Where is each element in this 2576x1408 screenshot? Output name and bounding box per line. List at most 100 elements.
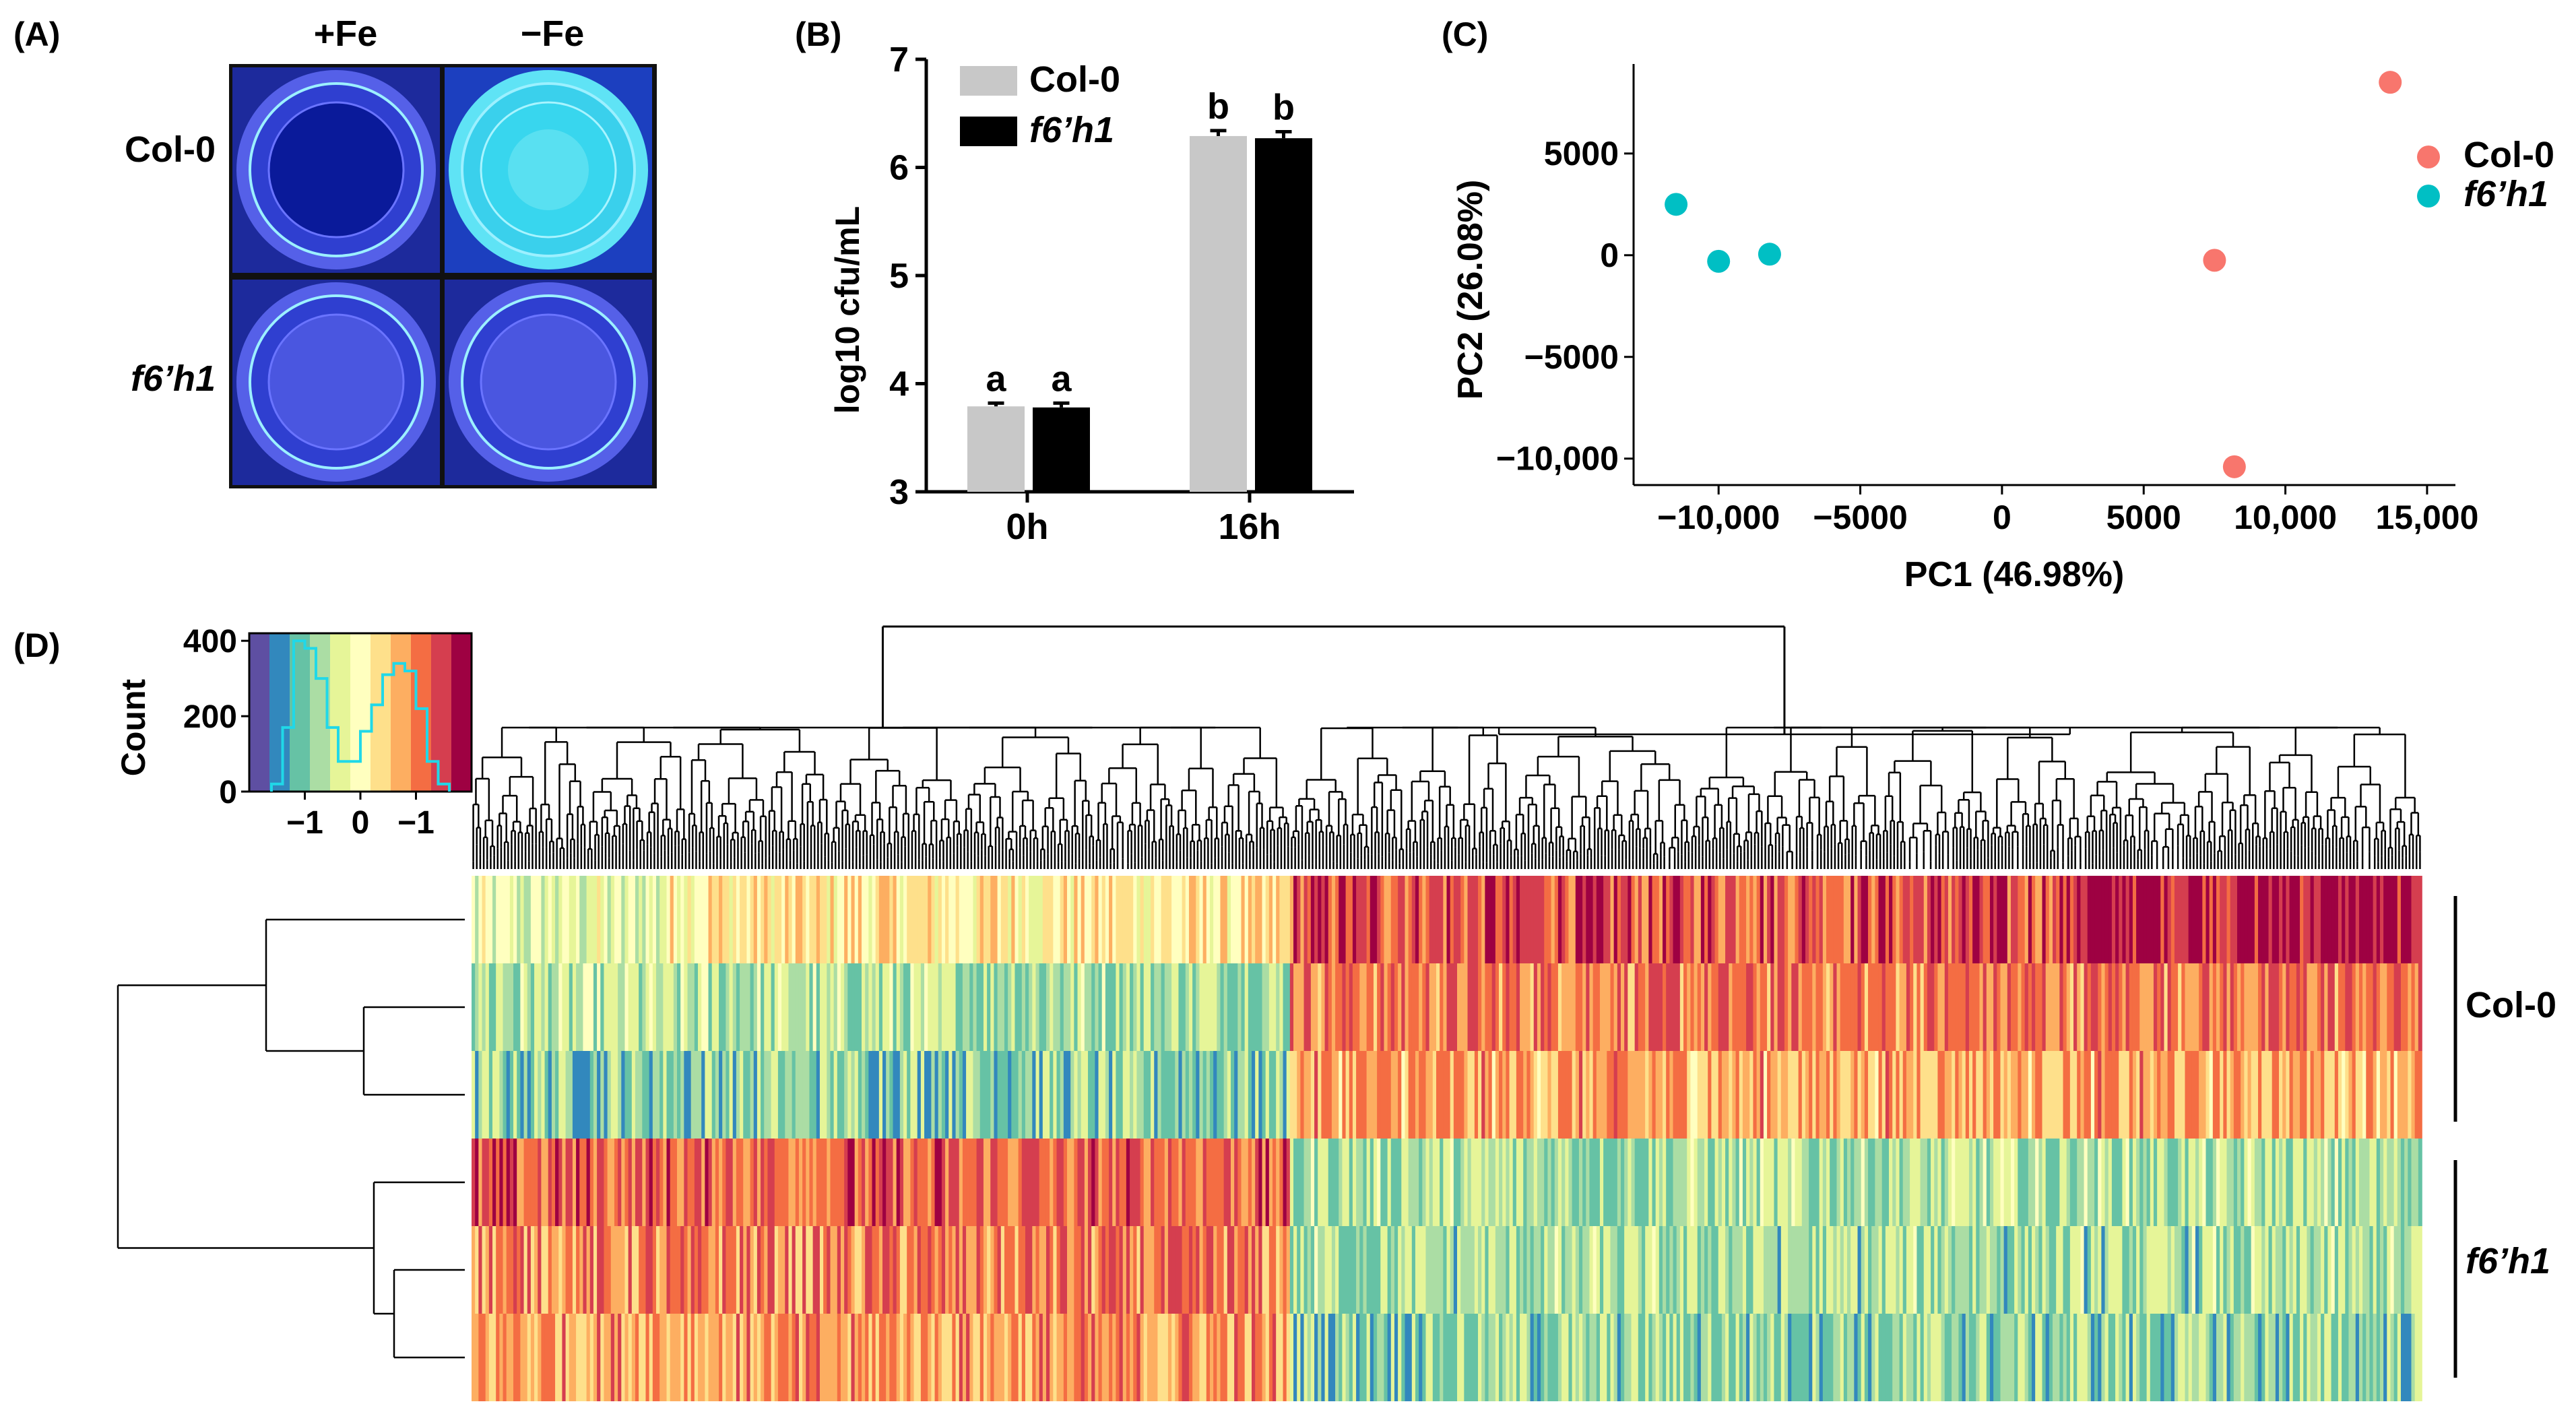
- heatmap-cell: [1491, 963, 1496, 1051]
- heatmap-cell: [781, 1139, 786, 1226]
- heatmap-cell: [475, 1139, 480, 1226]
- heatmap-cell: [621, 963, 626, 1051]
- heatmap-cell: [976, 876, 981, 963]
- heatmap-cell: [1822, 963, 1827, 1051]
- heatmap-cell: [509, 1051, 514, 1139]
- heatmap-cell: [1962, 963, 1966, 1051]
- heatmap-cell: [1460, 876, 1465, 963]
- heatmap-cell: [513, 1226, 518, 1314]
- heatmap-cell: [1213, 1226, 1218, 1314]
- heatmap-cell: [1941, 1051, 1945, 1139]
- heatmap-cell: [1899, 963, 1904, 1051]
- heatmap-cell: [1868, 1051, 1872, 1139]
- heatmap-cell: [1436, 1051, 1440, 1139]
- heatmap-cell: [1679, 1139, 1684, 1226]
- heatmap-cell: [2000, 1139, 2005, 1226]
- heatmap-cell: [673, 963, 678, 1051]
- heatmap-cell: [1913, 1226, 1918, 1314]
- heatmap-cell: [2345, 1051, 2350, 1139]
- heatmap-cell: [488, 1051, 493, 1139]
- heatmap-cell: [761, 1051, 765, 1139]
- heatmap-cell: [2414, 1139, 2419, 1226]
- heatmap-cell: [1032, 1139, 1037, 1226]
- heatmap-cell: [579, 963, 584, 1051]
- heatmap-cell: [1830, 1051, 1834, 1139]
- heatmap-cell: [952, 876, 957, 963]
- heatmap-cell: [1596, 1051, 1601, 1139]
- heatmap-cell: [2111, 963, 2116, 1051]
- heatmap-cell: [1151, 1051, 1155, 1139]
- heatmap-cell: [1408, 963, 1413, 1051]
- heatmap-cell: [1760, 963, 1764, 1051]
- heatmap-cell: [1972, 1051, 1977, 1139]
- heatmap-cell: [1613, 963, 1618, 1051]
- heatmap-cell: [1931, 963, 1935, 1051]
- heatmap-cell: [555, 1051, 560, 1139]
- heatmap-cell: [2090, 1051, 2095, 1139]
- row-dendrogram: [117, 918, 465, 1359]
- heatmap-cell: [2258, 963, 2262, 1051]
- heatmap-cell: [1885, 963, 1890, 1051]
- heatmap-cell: [1067, 1226, 1071, 1314]
- heatmap-cell: [1025, 1051, 1029, 1139]
- heatmap-cell: [1450, 876, 1454, 963]
- heatmap-cell: [1227, 1051, 1231, 1139]
- heatmap-cell: [1192, 1051, 1197, 1139]
- heatmap-cell: [1603, 963, 1608, 1051]
- heatmap-cell: [955, 963, 960, 1051]
- heatmap-cell: [2157, 1139, 2162, 1226]
- panel-c: (C) PC2 (26.08%) PC1 (46.98%) 50000−5000…: [1442, 15, 2554, 594]
- heatmap-cell: [1394, 1051, 1398, 1139]
- heatmap-cell: [2286, 876, 2290, 963]
- heatmap-cell: [1067, 963, 1071, 1051]
- heatmap-cell: [579, 1051, 584, 1139]
- heatmap-cell: [2209, 963, 2214, 1051]
- heatmap-cell: [1875, 1139, 1879, 1226]
- heatmap-cell: [1578, 1051, 1583, 1139]
- heatmap-cell: [1035, 876, 1040, 963]
- heatmap-cell: [2244, 876, 2249, 963]
- heatmap-cell: [1993, 1139, 1998, 1226]
- heatmap-cell: [2125, 876, 2130, 963]
- heatmap-cell: [2018, 1139, 2022, 1226]
- heatmap-cell: [1809, 1226, 1813, 1314]
- heatmap-cell: [726, 1226, 730, 1314]
- heatmap-cell: [555, 1139, 560, 1226]
- heatmap-cell: [830, 1139, 835, 1226]
- heatmap-cell: [1000, 876, 1005, 963]
- heatmap-cell: [1335, 963, 1340, 1051]
- heatmap-cell: [586, 1051, 591, 1139]
- heatmap-cell: [1920, 1139, 1925, 1226]
- heatmap-cell: [1840, 876, 1844, 963]
- heatmap-cell: [1185, 963, 1190, 1051]
- heatmap-cell: [1411, 1139, 1416, 1226]
- heatmap-cell: [1098, 1139, 1103, 1226]
- heatmap-cell: [1478, 876, 1482, 963]
- heatmap-cell: [1663, 963, 1667, 1051]
- heatmap-cell: [1342, 876, 1347, 963]
- heatmap-cell: [1273, 876, 1277, 963]
- heatmap-cell: [2188, 963, 2193, 1051]
- heatmap-cell: [875, 876, 880, 963]
- heatmap-cell: [2014, 963, 2019, 1051]
- heatmap-cell: [589, 876, 594, 963]
- heatmap-cell: [1335, 1051, 1340, 1139]
- heatmap-cell: [2073, 1139, 2078, 1226]
- heatmap-cell: [1227, 876, 1231, 963]
- heatmap-cell: [2376, 876, 2381, 963]
- heatmap-cell: [2146, 876, 2151, 963]
- heatmap-cell: [2303, 1051, 2308, 1139]
- heatmap-cell: [771, 1226, 775, 1314]
- heatmap-cell: [1676, 876, 1681, 963]
- heatmap-cell: [1927, 876, 1931, 963]
- heatmap-cell: [1554, 1139, 1559, 1226]
- heatmap-cell: [896, 1226, 901, 1314]
- heatmap-cell: [1230, 1051, 1235, 1139]
- heatmap-cell: [1666, 876, 1671, 963]
- heatmap-cell: [1056, 1226, 1061, 1314]
- heatmap-cell: [513, 963, 518, 1051]
- heatmap-cell: [1697, 1226, 1702, 1314]
- heatmap-cell: [1098, 876, 1103, 963]
- heatmap-cell: [645, 1139, 650, 1226]
- heatmap-cell: [819, 963, 824, 1051]
